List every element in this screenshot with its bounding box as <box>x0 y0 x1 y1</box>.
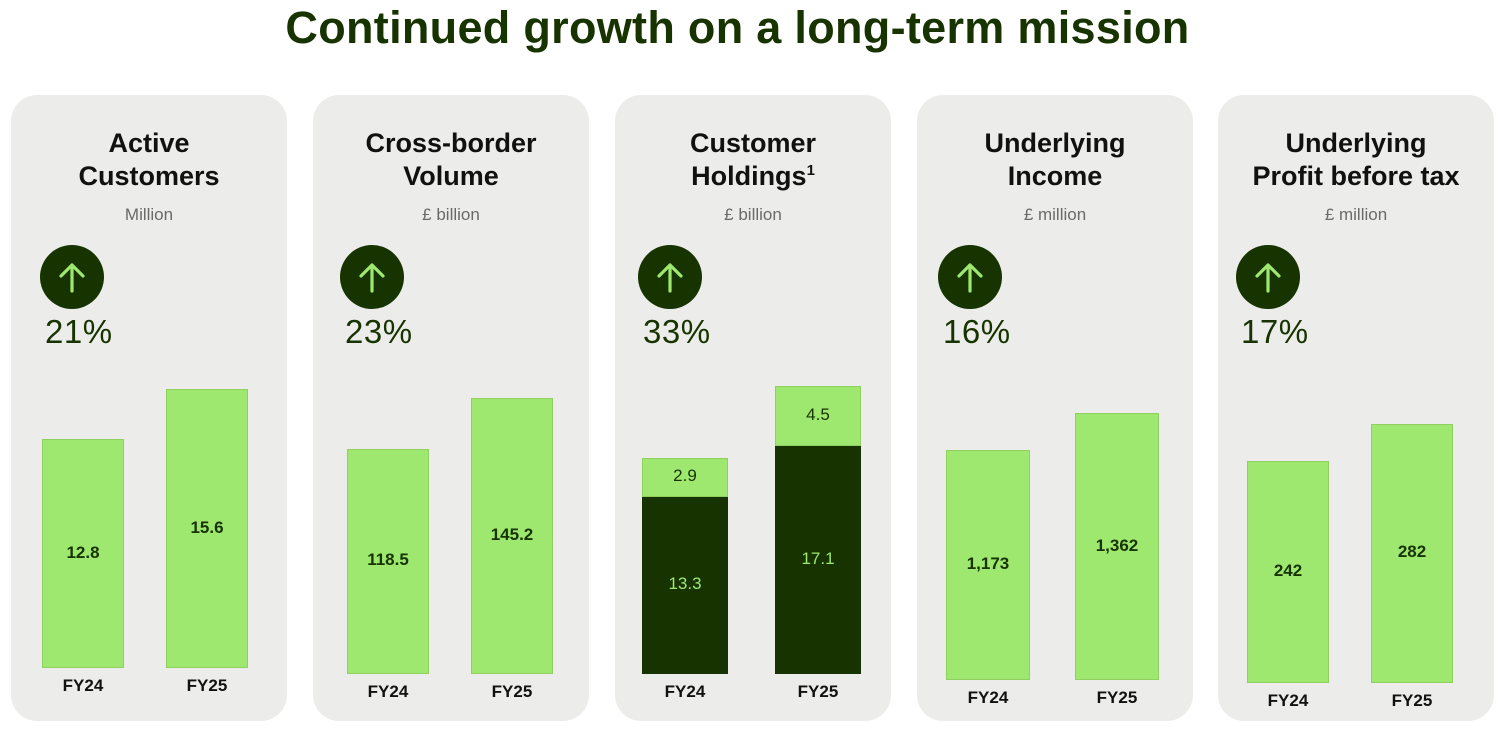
x-tick-label: FY24 <box>62 676 104 695</box>
data-label: 12.8 <box>66 542 100 562</box>
growth-percentage: 33% <box>643 313 711 350</box>
kpi-card-underlying-income: Underlying Income £ million 16% 1,173 FY2… <box>917 95 1193 721</box>
data-label: 118.5 <box>367 550 409 570</box>
bar-fy25-base <box>775 446 861 674</box>
growth-percentage: 16% <box>943 313 1011 350</box>
kpi-card-underlying-profit-before-tax: Underlying Profit before tax £ million 1… <box>1218 95 1494 721</box>
arrow-up-icon <box>957 263 983 293</box>
kpi-card-cross-border-volume: Cross-border Volume £ billion 23% 118.5 F… <box>313 95 589 721</box>
card-title-line-2: Holdings <box>691 161 807 191</box>
data-label: 282 <box>1397 542 1427 562</box>
bar-fy25-top <box>775 386 861 446</box>
bar-fy24-base <box>642 496 728 674</box>
growth-percentage: 23% <box>345 313 413 350</box>
unit-label: £ million <box>1023 205 1087 224</box>
arrow-up-icon <box>1255 263 1281 293</box>
data-label: 145.2 <box>490 525 534 545</box>
x-tick-label: FY25 <box>1391 691 1433 710</box>
x-tick-label: FY25 <box>491 682 533 701</box>
bar-fy24 <box>347 448 429 674</box>
x-tick-label: FY24 <box>367 682 409 701</box>
kpi-card-active-customers: Active Customers Million 21% 12.8 FY24 15.… <box>11 95 287 721</box>
data-label: 1,173 <box>966 554 1010 574</box>
bar-fy24 <box>1247 460 1329 683</box>
arrow-up-icon <box>359 263 385 293</box>
card-title: Customer Holdings1 <box>615 127 891 193</box>
card-title-line-2: Customers <box>78 161 220 191</box>
x-tick-label: FY24 <box>1267 691 1309 710</box>
bar-fy24-top <box>642 458 728 497</box>
data-label: 13.3 <box>668 574 702 594</box>
kpi-card-customer-holdings: Customer Holdings1 £ billion 33% 13.3 2.9… <box>615 95 891 721</box>
bar-fy25 <box>471 398 553 674</box>
growth-badge <box>1236 245 1300 309</box>
footnote-marker: 1 <box>806 162 815 179</box>
card-title-line-2: Profit before tax <box>1252 161 1460 191</box>
data-label: 4.5 <box>806 405 830 424</box>
unit-label: £ billion <box>724 205 782 224</box>
page-title: Continued growth on a long-term mission <box>285 2 1190 53</box>
arrow-up-icon <box>657 263 683 293</box>
x-tick-label: FY25 <box>186 676 228 695</box>
unit-label: £ billion <box>422 205 480 224</box>
data-label: 1,362 <box>1095 535 1139 555</box>
card-title-line-2: Volume <box>403 161 499 191</box>
growth-badge <box>938 245 1002 309</box>
x-tick-label: FY25 <box>1096 688 1138 707</box>
bar-fy24 <box>42 439 124 668</box>
growth-percentage: 17% <box>1241 313 1309 350</box>
growth-badge <box>40 245 104 309</box>
bar-fy25 <box>166 389 248 668</box>
bar-fy25 <box>1075 413 1159 680</box>
card-title: Cross-border Volume <box>313 127 589 193</box>
card-title: Underlying Profit before tax <box>1218 127 1494 193</box>
unit-label: £ million <box>1324 205 1388 224</box>
x-tick-label: FY24 <box>967 688 1009 707</box>
bar-fy24 <box>946 450 1030 680</box>
card-title-line-2: Income <box>1007 161 1103 191</box>
data-label: 2.9 <box>673 466 697 486</box>
data-label: 15.6 <box>190 517 224 537</box>
x-tick-label: FY24 <box>664 682 706 701</box>
bar-fy25 <box>1371 423 1453 683</box>
arrow-up-icon <box>59 263 85 293</box>
data-label: 242 <box>1273 560 1303 580</box>
card-title-line-1: Customer <box>689 128 817 158</box>
x-tick-label: FY25 <box>797 682 839 701</box>
growth-badge <box>638 245 702 309</box>
card-title: Active Customers <box>11 127 287 193</box>
card-title-line-1: Active <box>108 128 190 158</box>
card-title-line-1: Underlying <box>1285 128 1427 158</box>
unit-label: Million <box>124 205 174 224</box>
card-title: Underlying Income <box>917 127 1193 193</box>
data-label: 17.1 <box>801 549 835 568</box>
growth-percentage: 21% <box>45 313 113 350</box>
card-title-line-1: Cross-border <box>365 128 537 158</box>
growth-badge <box>340 245 404 309</box>
card-title-line-1: Underlying <box>984 128 1126 158</box>
